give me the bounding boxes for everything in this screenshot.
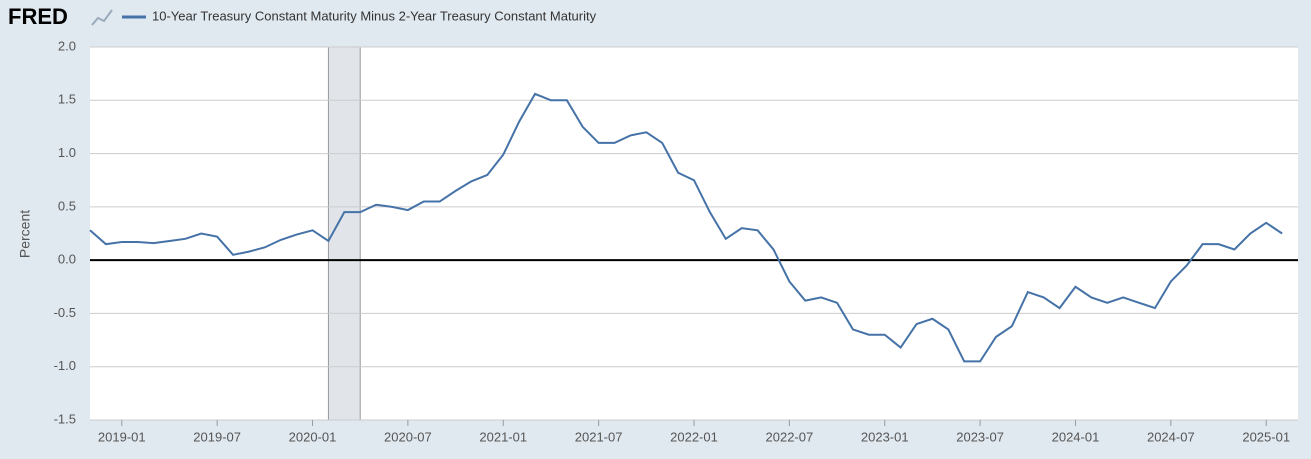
brand-logo: FRED bbox=[8, 4, 68, 29]
x-tick-label: 2023-07 bbox=[956, 429, 1004, 444]
x-tick-label: 2024-01 bbox=[1052, 429, 1100, 444]
series-line bbox=[89, 92, 1283, 363]
x-tick-label: 2022-07 bbox=[766, 429, 814, 444]
recession-band bbox=[328, 47, 361, 420]
x-tick-label: 2020-01 bbox=[289, 429, 337, 444]
x-tick-label: 2019-01 bbox=[98, 429, 146, 444]
y-tick-label: 0.5 bbox=[58, 198, 76, 213]
x-tick-label: 2024-07 bbox=[1147, 429, 1195, 444]
y-tick-label: 1.0 bbox=[58, 145, 76, 160]
x-tick-label: 2023-01 bbox=[861, 429, 909, 444]
x-tick-label: 2019-07 bbox=[193, 429, 241, 444]
plot-area bbox=[90, 47, 1298, 420]
y-tick-label: 1.5 bbox=[58, 92, 76, 107]
y-tick-label: 0.0 bbox=[58, 252, 76, 267]
y-tick-label: -1.5 bbox=[54, 411, 76, 426]
x-tick-label: 2025-01 bbox=[1242, 429, 1290, 444]
x-tick-label: 2021-07 bbox=[575, 429, 623, 444]
legend-label: 10-Year Treasury Constant Maturity Minus… bbox=[152, 8, 597, 23]
y-tick-label: -1.0 bbox=[54, 358, 76, 373]
x-tick-label: 2022-01 bbox=[670, 429, 718, 444]
x-tick-label: 2021-01 bbox=[479, 429, 527, 444]
y-axis-label: Percent bbox=[17, 210, 33, 258]
logo-icon bbox=[91, 9, 113, 26]
x-tick-label: 2020-07 bbox=[384, 429, 432, 444]
y-tick-label: -0.5 bbox=[54, 305, 76, 320]
y-tick-label: 2.0 bbox=[58, 38, 76, 53]
